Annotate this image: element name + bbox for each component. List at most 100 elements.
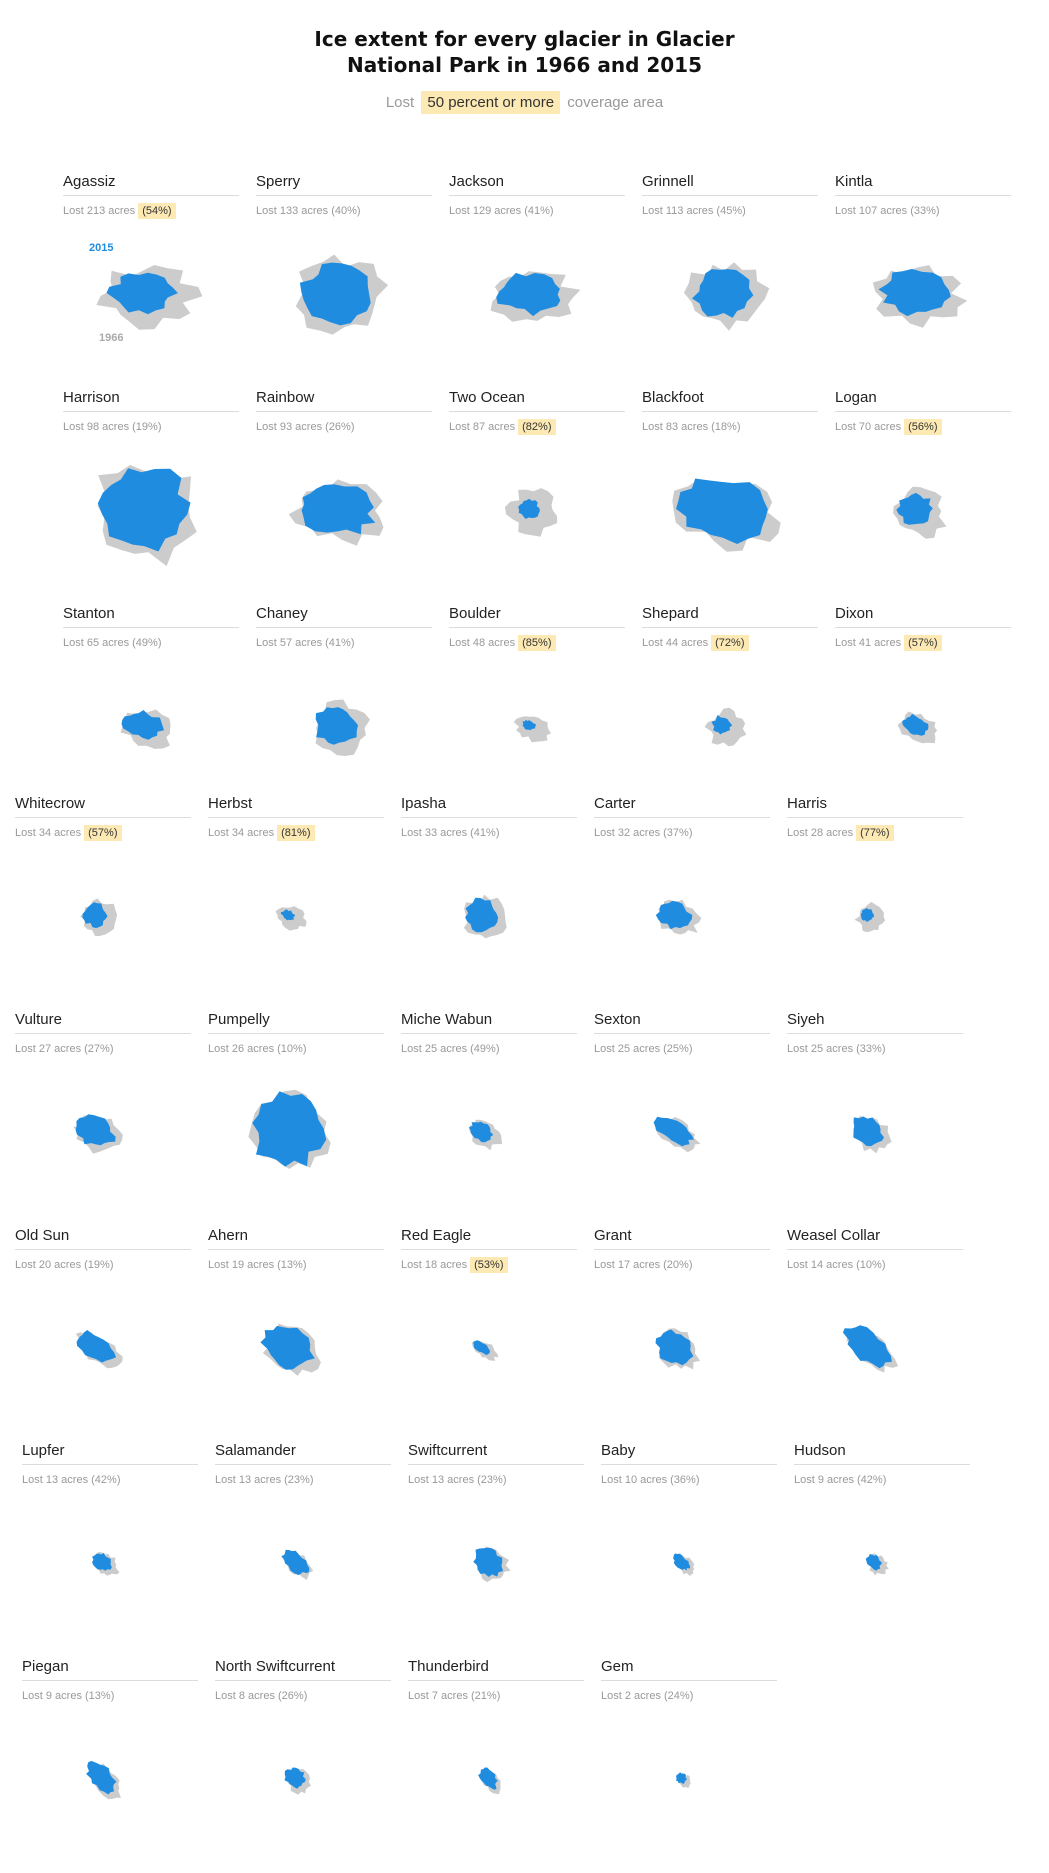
loss-percent: (18%): [711, 421, 741, 433]
glacier-outline: [897, 711, 938, 744]
glacier-outline: [463, 894, 507, 939]
loss-percent: (53%): [470, 1257, 508, 1273]
loss-prefix: Lost: [787, 827, 811, 839]
ice-2015-shape: [76, 1330, 116, 1363]
glacier-name: Shepard: [642, 605, 818, 628]
loss-acres: 25: [810, 1043, 824, 1055]
loss-unit: acres: [105, 205, 139, 217]
glacier-loss: Lost 9 acres (42%): [794, 1473, 886, 1487]
loss-prefix: Lost: [594, 1043, 618, 1055]
loss-percent-value: 81: [284, 827, 298, 839]
loss-percent-value: 23: [480, 1474, 494, 1486]
glacier-cell: Miche Wabun Lost 25 acres (49%): [401, 1011, 577, 1226]
loss-percent-value: 82: [525, 421, 539, 433]
loss-percent-value: 45: [720, 205, 733, 217]
glacier-loss: Lost 34 acres (81%): [208, 825, 315, 841]
glacier-outline: 2015 1966: [89, 242, 203, 344]
loss-percent-value: 49: [135, 637, 149, 649]
loss-percent-value: 42: [94, 1474, 108, 1486]
ice-2015-shape: [842, 1325, 892, 1369]
loss-percent: (57%): [904, 635, 942, 651]
loss-unit: acres: [51, 1259, 85, 1271]
ice-2015-shape: [301, 484, 376, 535]
glacier-cell: Stanton Lost 65 acres (49%): [63, 605, 239, 820]
loss-percent: (36%): [670, 1474, 700, 1486]
glacier-cell: Rainbow Lost 93 acres (26%): [256, 389, 432, 604]
loss-acres: 18: [424, 1259, 438, 1271]
loss-percent-value: 26: [328, 421, 342, 433]
loss-percent-value: 49: [473, 1043, 487, 1055]
loss-percent-value: 41: [527, 205, 541, 217]
loss-prefix: Lost: [408, 1474, 432, 1486]
loss-acres: 48: [472, 637, 486, 649]
loss-prefix: Lost: [835, 637, 859, 649]
loss-percent-value: 21: [474, 1690, 487, 1702]
glacier-outline: [260, 1323, 321, 1376]
loss-prefix: Lost: [15, 1259, 39, 1271]
loss-prefix: Lost: [256, 421, 280, 433]
loss-percent: (33%): [856, 1043, 886, 1055]
loss-unit: acres: [444, 1474, 478, 1486]
loss-acres: 14: [810, 1259, 824, 1271]
loss-acres: 7: [431, 1690, 438, 1702]
loss-unit: acres: [437, 1259, 471, 1271]
loss-acres: 25: [617, 1043, 631, 1055]
loss-percent: (19%): [84, 1259, 114, 1271]
glacier-loss: Lost 133 acres (40%): [256, 204, 361, 218]
loss-prefix: Lost: [256, 205, 280, 217]
loss-percent: (37%): [663, 827, 693, 839]
glacier-loss: Lost 93 acres (26%): [256, 420, 355, 434]
loss-percent-value: 85: [525, 637, 539, 649]
loss-prefix: Lost: [594, 827, 618, 839]
loss-prefix: Lost: [642, 637, 666, 649]
loss-acres: 57: [279, 637, 293, 649]
loss-acres: 28: [810, 827, 824, 839]
loss-unit: acres: [630, 1690, 664, 1702]
glacier-loss: Lost 107 acres (33%): [835, 204, 940, 218]
glacier-cell: Grant Lost 17 acres (20%): [594, 1227, 770, 1442]
loss-prefix: Lost: [15, 827, 39, 839]
loss-acres: 33: [424, 827, 438, 839]
loss-percent: (10%): [856, 1259, 886, 1271]
glacier-name: Grant: [594, 1227, 770, 1250]
loss-percent-value: 56: [911, 421, 925, 433]
glacier-cell: Boulder Lost 48 acres (85%): [449, 605, 625, 820]
loss-acres: 129: [472, 205, 492, 217]
loss-percent: (49%): [132, 637, 162, 649]
glacier-name: Jackson: [449, 173, 625, 196]
loss-acres: 8: [238, 1690, 245, 1702]
glacier-name: Siyeh: [787, 1011, 963, 1034]
loss-prefix: Lost: [835, 205, 859, 217]
glacier-loss: Lost 28 acres (77%): [787, 825, 894, 841]
glacier-loss: Lost 20 acres (19%): [15, 1258, 114, 1272]
loss-prefix: Lost: [208, 1259, 232, 1271]
glacier-loss: Lost 32 acres (37%): [594, 826, 693, 840]
loss-percent: (33%): [910, 205, 940, 217]
loss-prefix: Lost: [208, 1043, 232, 1055]
glacier-name: Grinnell: [642, 173, 818, 196]
loss-prefix: Lost: [22, 1690, 46, 1702]
glacier-name: Red Eagle: [401, 1227, 577, 1250]
loss-unit: acres: [678, 421, 712, 433]
glacier-cell: Jackson Lost 129 acres (41%): [449, 173, 625, 388]
loss-acres: 17: [617, 1259, 631, 1271]
glacier-cell: Siyeh Lost 25 acres (33%): [787, 1011, 963, 1226]
glacier-outline: [683, 262, 770, 331]
loss-prefix: Lost: [256, 637, 280, 649]
ice-2015-shape: [86, 1760, 117, 1795]
loss-prefix: Lost: [401, 1259, 425, 1271]
glacier-outline: [97, 465, 197, 567]
loss-percent-value: 77: [863, 827, 877, 839]
glacier-outline: [86, 1760, 121, 1800]
ice-2015-shape: [75, 1114, 116, 1146]
ice-2015-shape: [121, 710, 164, 740]
loss-percent-value: 72: [718, 637, 732, 649]
glacier-cell: Ahern Lost 19 acres (13%): [208, 1227, 384, 1442]
glacier-cell: Ipasha Lost 33 acres (41%): [401, 795, 577, 1010]
ice-2015-shape: [655, 1329, 694, 1366]
loss-percent-value: 57: [911, 637, 925, 649]
loss-prefix: Lost: [642, 421, 666, 433]
ice-2015-shape: [106, 272, 178, 315]
glacier-name: Swiftcurrent: [408, 1442, 584, 1465]
ice-2015-shape: [676, 1772, 687, 1784]
